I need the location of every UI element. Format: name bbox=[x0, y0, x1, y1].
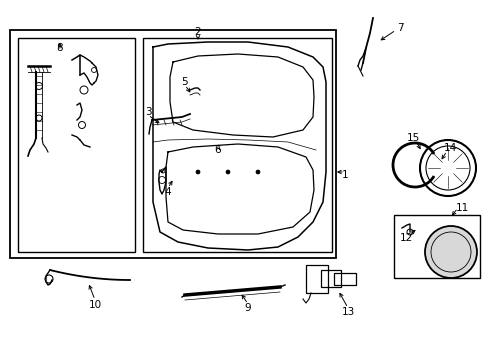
Text: 13: 13 bbox=[341, 307, 354, 317]
Text: 15: 15 bbox=[406, 133, 419, 143]
Text: 4: 4 bbox=[164, 187, 171, 197]
Bar bbox=[305, 265, 327, 293]
Bar bbox=[10, 30, 335, 258]
Bar bbox=[393, 215, 479, 278]
Circle shape bbox=[424, 226, 476, 278]
Text: 9: 9 bbox=[244, 303, 251, 313]
Circle shape bbox=[225, 170, 229, 174]
Text: 7: 7 bbox=[396, 23, 403, 33]
Text: 3: 3 bbox=[144, 107, 151, 117]
Circle shape bbox=[196, 170, 200, 174]
Text: 5: 5 bbox=[182, 77, 188, 87]
Bar bbox=[333, 273, 355, 285]
Circle shape bbox=[256, 170, 260, 174]
Text: 10: 10 bbox=[88, 300, 102, 310]
Text: 12: 12 bbox=[399, 233, 412, 243]
Text: 8: 8 bbox=[57, 43, 63, 53]
Bar bbox=[320, 270, 340, 287]
Text: 6: 6 bbox=[214, 145, 221, 155]
Text: 14: 14 bbox=[443, 143, 456, 153]
Bar bbox=[18, 38, 135, 252]
Bar bbox=[142, 38, 331, 252]
Text: 2: 2 bbox=[194, 27, 201, 37]
Text: 11: 11 bbox=[454, 203, 468, 213]
Text: 1: 1 bbox=[341, 170, 347, 180]
